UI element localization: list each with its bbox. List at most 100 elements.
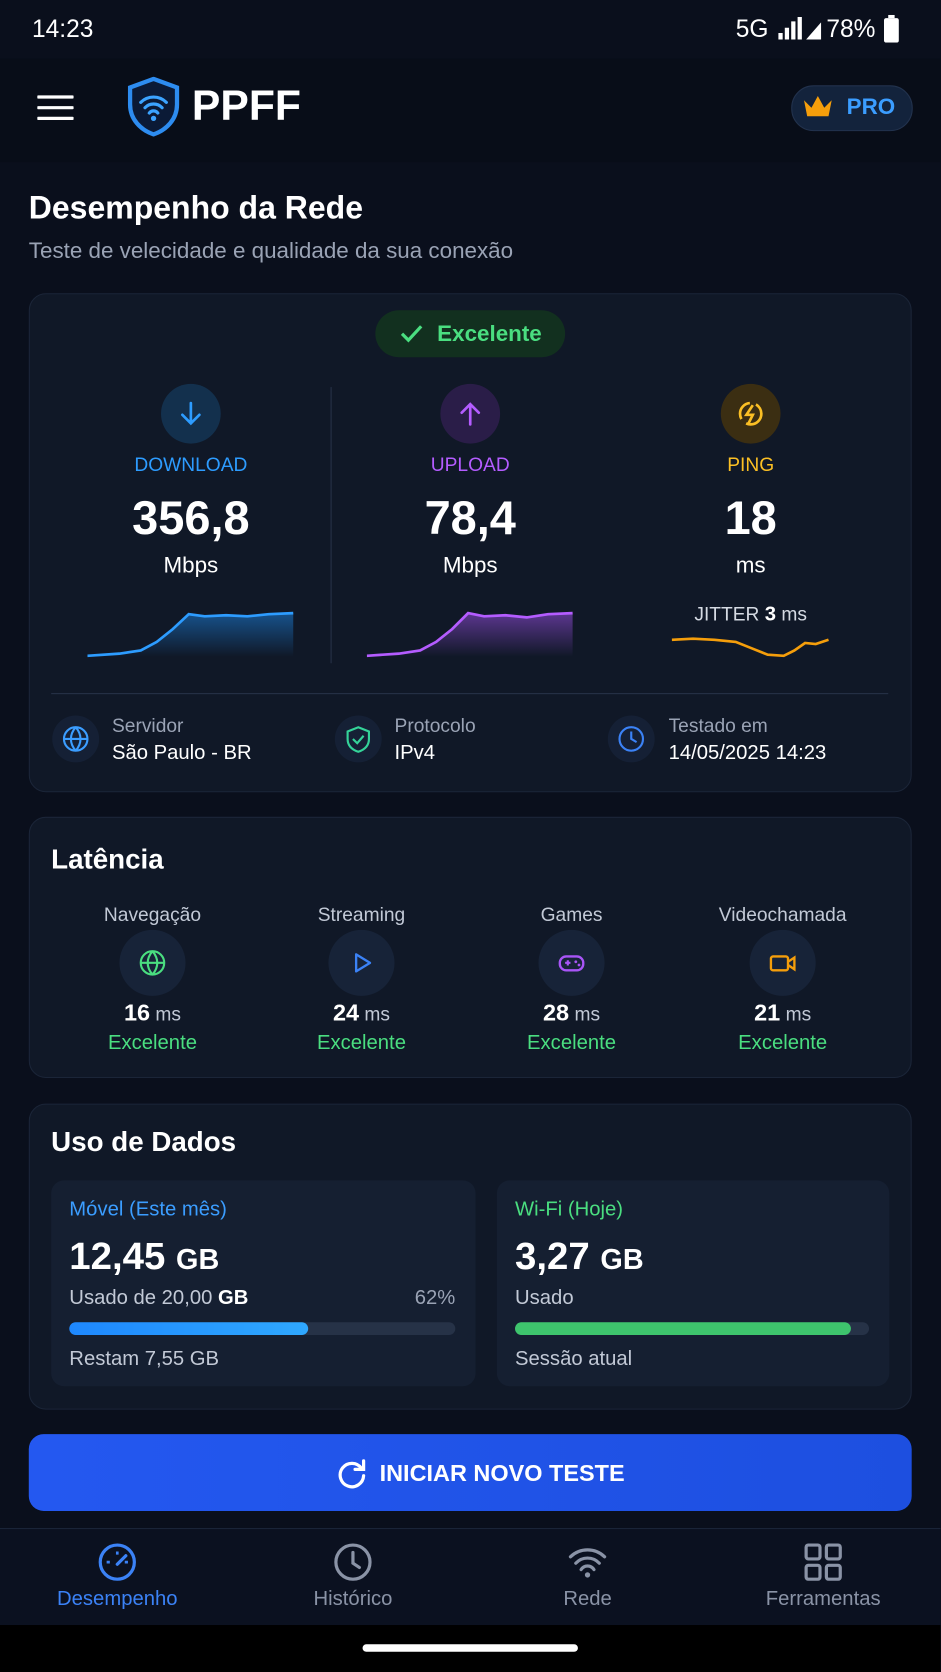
refresh-icon bbox=[338, 1459, 366, 1489]
latency-value: 24 ms bbox=[333, 999, 390, 1027]
latency-number: 28 bbox=[543, 999, 570, 1026]
latency-rating: Excelente bbox=[316, 1032, 406, 1055]
mobile-panel bbox=[51, 1180, 476, 1387]
jitter: JITTER 3 ms bbox=[694, 604, 807, 627]
battery-icon bbox=[883, 14, 899, 43]
metric-label: UPLOAD bbox=[430, 453, 510, 476]
latency-number: 24 bbox=[332, 999, 360, 1026]
info-icon bbox=[346, 726, 371, 753]
latency-icon bbox=[769, 955, 796, 972]
latency-icon-bg bbox=[749, 929, 816, 996]
latency-title: Latência bbox=[51, 842, 164, 875]
app-name: PPFF bbox=[191, 82, 301, 130]
latency-name: Videochamada bbox=[718, 903, 847, 926]
mobile-percent: 62% bbox=[414, 1287, 456, 1310]
latency-value: 28 ms bbox=[543, 999, 600, 1027]
latency-name: Navegação bbox=[103, 903, 202, 926]
latency-name: Games bbox=[540, 903, 603, 926]
menu-button[interactable] bbox=[37, 94, 74, 122]
latency-unit: ms bbox=[785, 1003, 812, 1025]
wifi-session: Sessão atual bbox=[515, 1347, 633, 1371]
nav-icon[interactable] bbox=[96, 1541, 139, 1584]
download-sparkline bbox=[87, 611, 294, 658]
signal-icon bbox=[778, 17, 822, 40]
info-value: São Paulo - BR bbox=[111, 742, 252, 765]
home-indicator bbox=[362, 1644, 578, 1652]
page-subtitle: Teste de velecidade e qualidade da sua c… bbox=[28, 238, 514, 264]
mobile-track bbox=[69, 1322, 456, 1336]
status-text: Excelente bbox=[437, 322, 542, 347]
latency-rating: Excelente bbox=[527, 1032, 617, 1055]
wifi-used: Usado bbox=[515, 1287, 574, 1310]
info-label: Testado em bbox=[668, 714, 768, 737]
ping-sparkline bbox=[671, 637, 829, 658]
metric-value: 78,4 bbox=[424, 492, 516, 545]
mobile-used-prefix: Usado de 20,00 bbox=[69, 1287, 213, 1310]
nav-label[interactable]: Ferramentas bbox=[765, 1587, 881, 1611]
nav-label[interactable]: Rede bbox=[563, 1587, 612, 1611]
latency-icon bbox=[139, 950, 166, 976]
latency-rating: Excelente bbox=[107, 1032, 197, 1055]
metric-label: DOWNLOAD bbox=[134, 453, 248, 476]
latency-number: 16 bbox=[123, 999, 151, 1026]
mobile-amount: 12,45 GB bbox=[69, 1234, 219, 1279]
network: 5G bbox=[735, 14, 769, 43]
bottom-nav bbox=[0, 1528, 941, 1627]
time: 14:23 bbox=[31, 14, 94, 43]
metric-icon bbox=[460, 402, 481, 426]
metric-unit: Mbps bbox=[442, 553, 498, 578]
info-label: Servidor bbox=[111, 714, 184, 737]
metric-icon bbox=[738, 401, 763, 426]
mobile-progress bbox=[69, 1322, 309, 1336]
mobile-remaining: Restam 7,55 GB bbox=[69, 1347, 220, 1371]
battery-level: 78% bbox=[826, 14, 876, 43]
metric-unit: Mbps bbox=[163, 553, 219, 578]
pro-label: PRO bbox=[846, 94, 896, 120]
latency-name: Streaming bbox=[317, 903, 406, 926]
info-value: IPv4 bbox=[394, 742, 436, 765]
info-icon-bg bbox=[334, 715, 382, 763]
mobile-value: 12,45 bbox=[69, 1233, 166, 1278]
divider bbox=[330, 387, 332, 664]
latency-number: 21 bbox=[754, 999, 781, 1026]
status-pill bbox=[375, 310, 566, 358]
latency-value: 16 ms bbox=[124, 999, 181, 1027]
start-test-label: INICIAR NOVO TESTE bbox=[379, 1459, 625, 1487]
metric-label: PING bbox=[727, 453, 775, 476]
latency-unit: ms bbox=[155, 1003, 182, 1025]
info-value: 14/05/2025 14:23 bbox=[668, 742, 827, 765]
wifi-amount: 3,27 GB bbox=[515, 1234, 644, 1279]
wifi-value: 3,27 bbox=[515, 1233, 590, 1278]
wifi-track bbox=[515, 1322, 870, 1336]
separator bbox=[51, 693, 889, 695]
jitter-value: 3 bbox=[764, 603, 777, 626]
wifi-unit: GB bbox=[600, 1243, 644, 1276]
check-icon bbox=[400, 325, 423, 343]
mobile-used: Usado de 20,00 GB bbox=[69, 1287, 248, 1310]
upload-sparkline bbox=[366, 611, 573, 658]
latency-icon bbox=[558, 955, 585, 972]
wifi-label: Wi-Fi (Hoje) bbox=[515, 1198, 624, 1221]
info-label: Protocolo bbox=[394, 714, 476, 737]
usage-title: Uso de Dados bbox=[51, 1125, 237, 1158]
page-title: Desempenho da Rede bbox=[28, 190, 363, 227]
metric-value: 356,8 bbox=[132, 492, 250, 545]
jitter-unit: ms bbox=[781, 603, 807, 625]
crown-icon bbox=[803, 95, 832, 117]
metric-value: 18 bbox=[724, 492, 777, 545]
wifi-panel bbox=[496, 1180, 890, 1387]
nav-label[interactable]: Histórico bbox=[313, 1587, 393, 1611]
nav-icon[interactable] bbox=[332, 1541, 375, 1584]
metric-icon bbox=[181, 401, 201, 426]
nav-icon[interactable] bbox=[802, 1541, 845, 1584]
latency-icon-bg bbox=[538, 929, 605, 996]
speed-card bbox=[28, 293, 912, 793]
latency-icon-bg bbox=[328, 929, 395, 996]
latency-unit: ms bbox=[364, 1003, 390, 1025]
nav-label[interactable]: Desempenho bbox=[57, 1587, 178, 1611]
start-test-button[interactable] bbox=[28, 1434, 912, 1511]
nav-icon[interactable] bbox=[566, 1541, 609, 1584]
latency-rating: Excelente bbox=[738, 1032, 828, 1055]
